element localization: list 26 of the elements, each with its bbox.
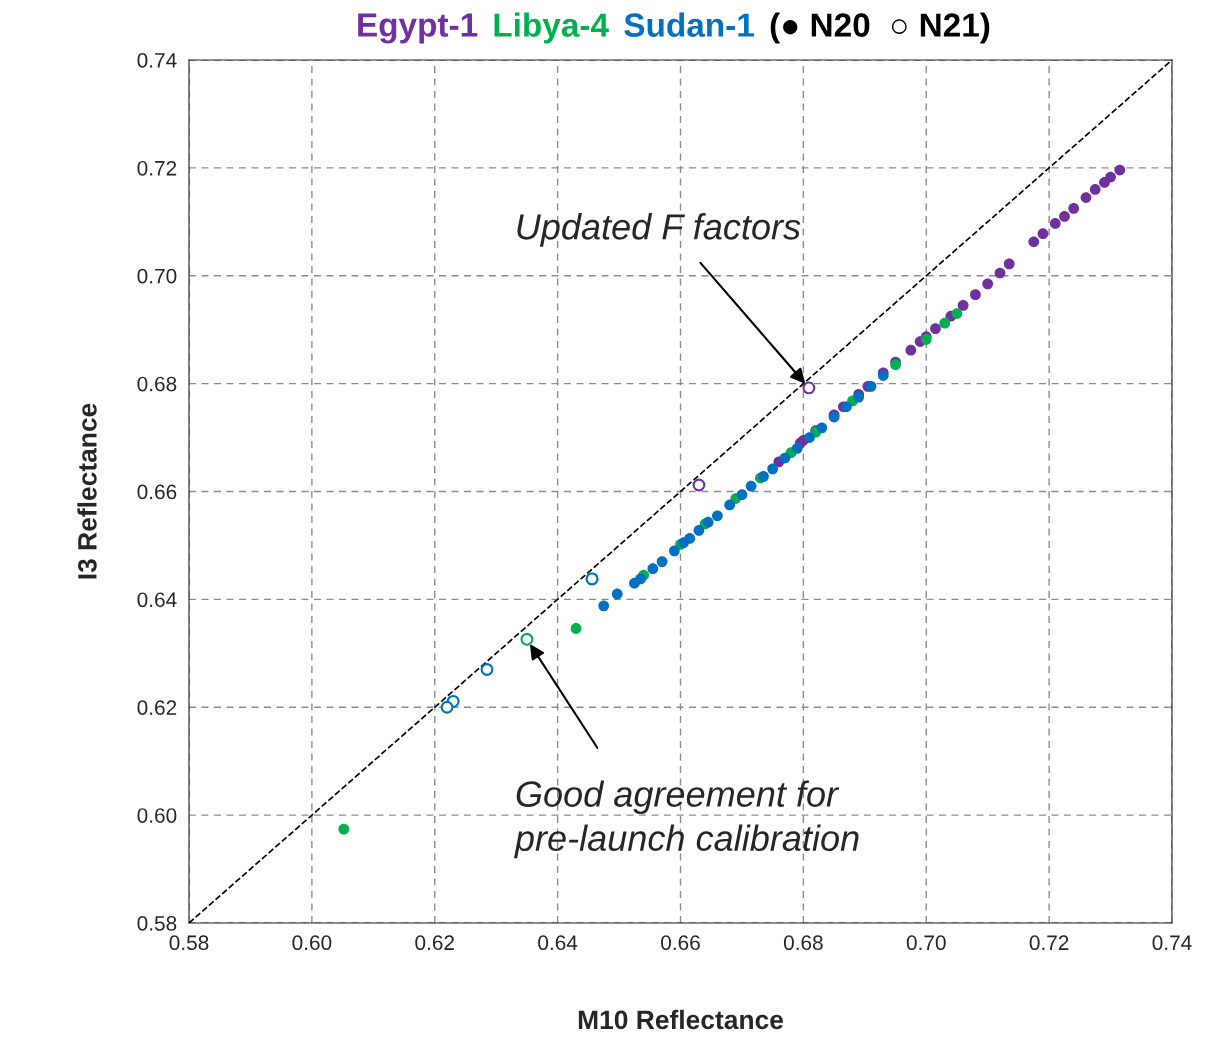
y-tick-label: 0.58	[137, 916, 177, 931]
y-tick-label: 0.68	[137, 376, 177, 392]
annotation: Good agreement for pre-launch calibration	[514, 780, 859, 859]
y-tick-label: 0.66	[137, 484, 177, 500]
x-tick-label: 0.72	[1029, 935, 1069, 951]
x-tick-label: 0.64	[538, 935, 578, 951]
x-tick-label: 0.62	[415, 935, 454, 951]
y-axis-title: I3 Reflectance	[77, 403, 97, 579]
x-tick-label: 0.66	[661, 935, 700, 951]
chart-title: (● N20 ○ N21)	[770, 12, 990, 44]
text: Egypt-1	[358, 13, 478, 44]
y-tick-label: 0.62	[137, 700, 177, 715]
text: Sudan-1	[624, 12, 754, 37]
x-tick-label: 0.68	[783, 935, 823, 951]
annotation: Updated F factors	[517, 213, 801, 247]
y-tick-label: 0.60	[137, 808, 177, 823]
x-axis-title: M10 Reflectance	[578, 1009, 784, 1030]
x-tick-label: 0.58	[169, 935, 209, 951]
y-tick-label: 0.74	[137, 53, 177, 68]
x-tick-label: 0.74	[1152, 935, 1192, 951]
text: Libya-4	[494, 12, 609, 44]
y-tick-label: 0.72	[137, 160, 177, 176]
y-tick-label: 0.70	[137, 268, 177, 284]
x-tick-label: 0.70	[906, 935, 946, 951]
x-tick-label: 0.60	[292, 935, 332, 951]
y-tick-label: 0.64	[137, 592, 177, 608]
